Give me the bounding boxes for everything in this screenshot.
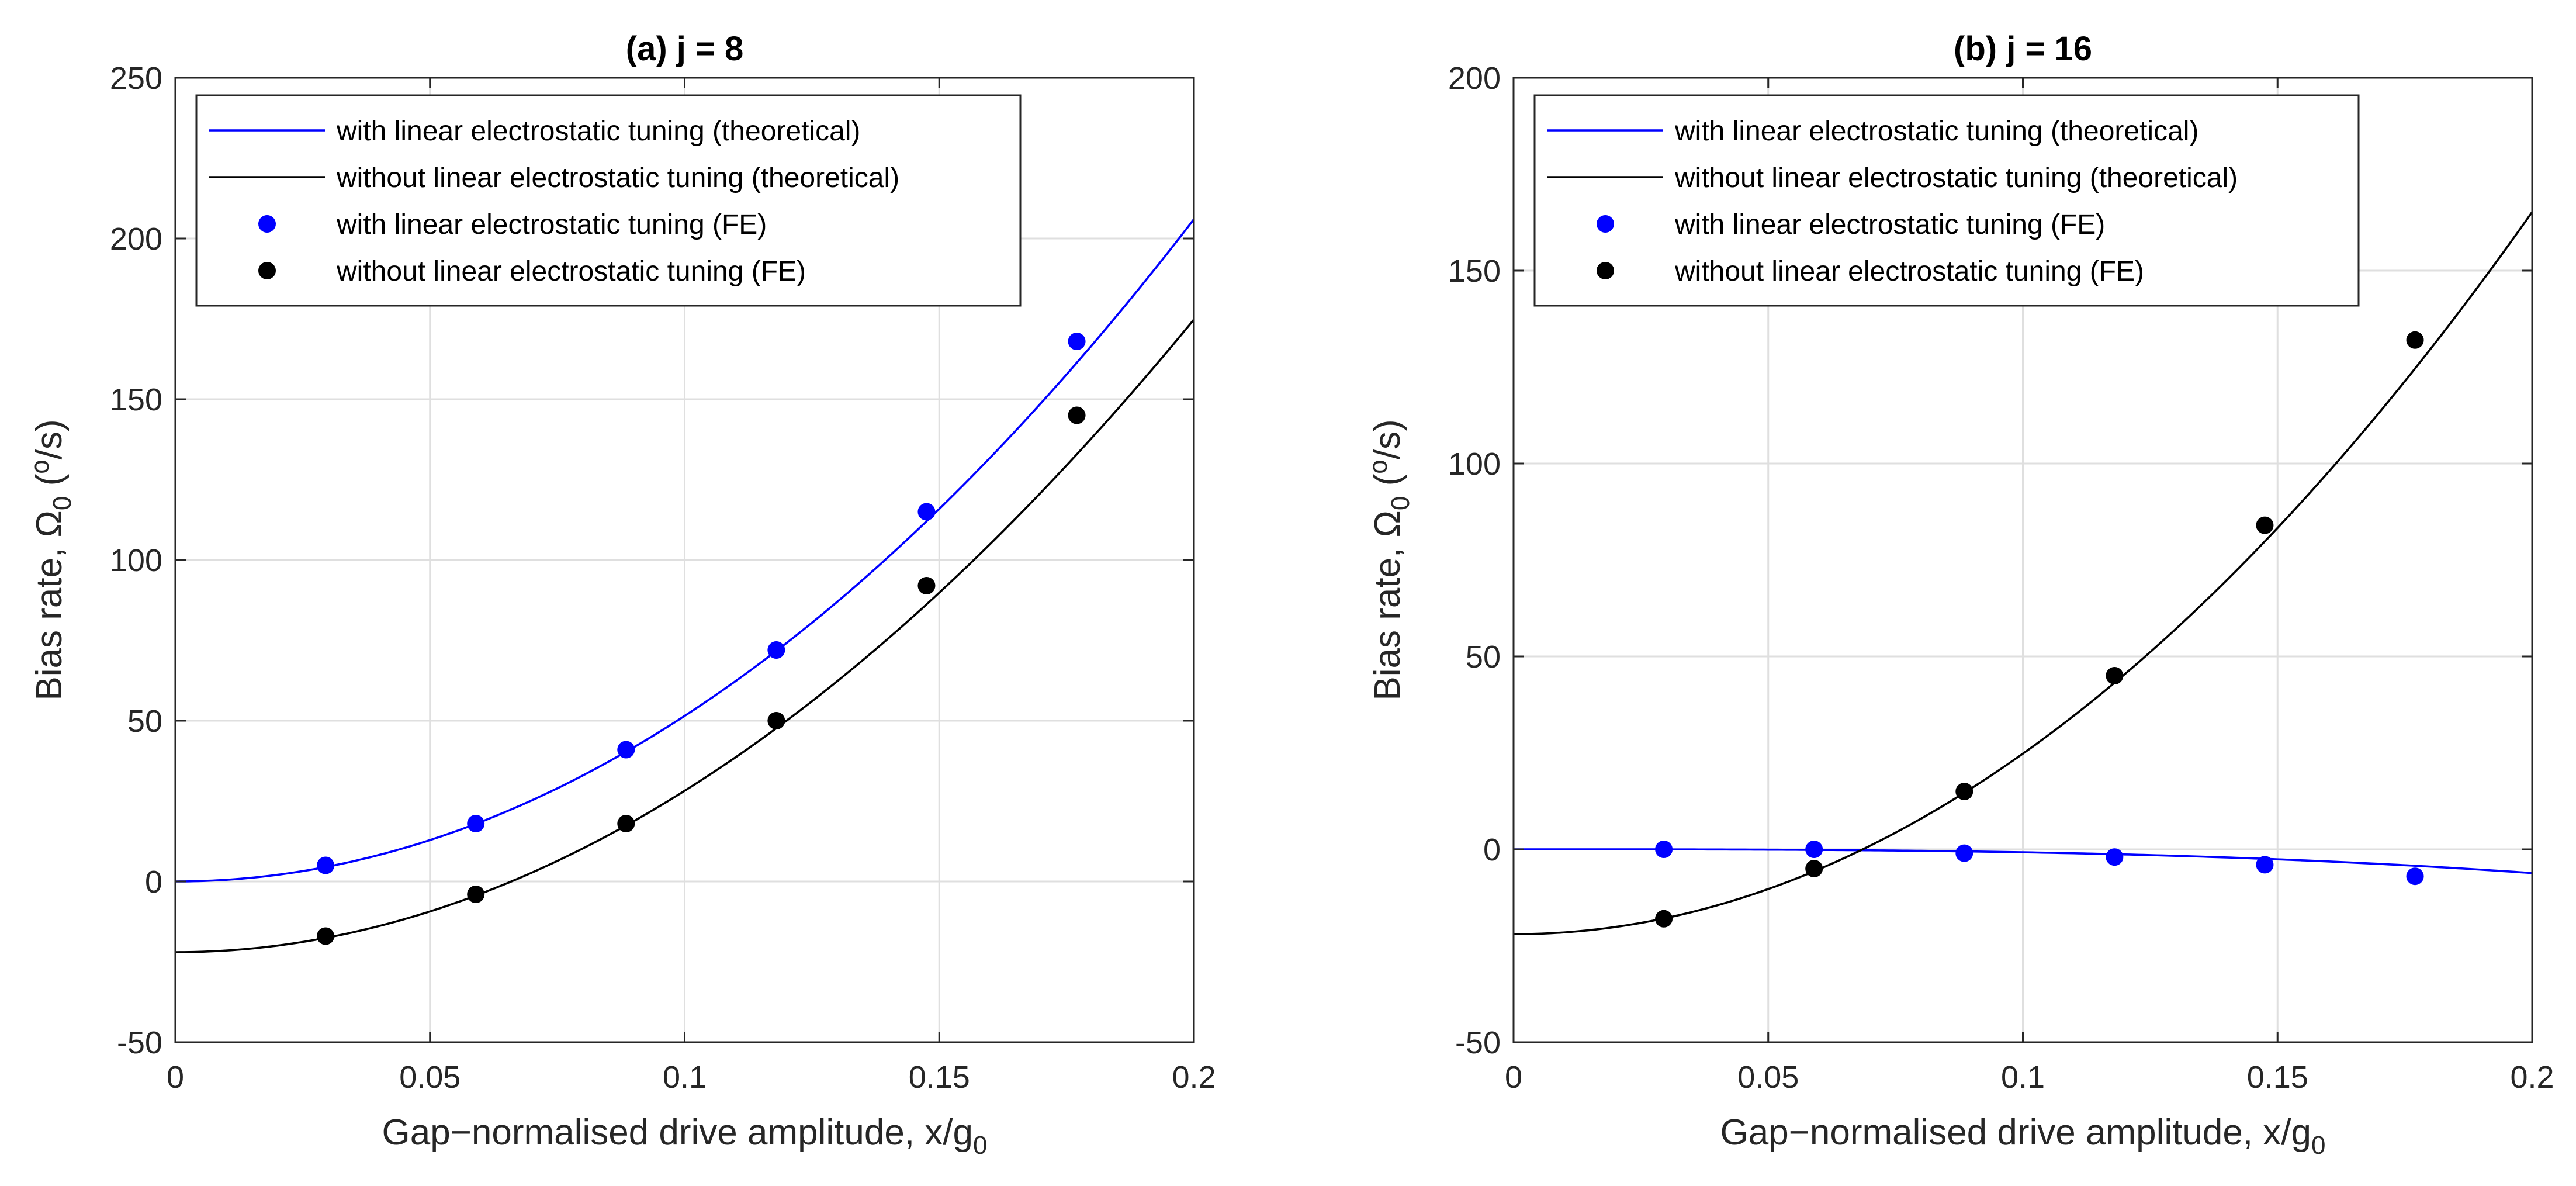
data-point (2406, 867, 2424, 886)
data-point (1805, 841, 1823, 858)
data-point (1955, 844, 1973, 862)
y-tick-label: -50 (117, 1025, 162, 1060)
x-axis-label: Gap−normalised drive amplitude, x/g0 (1720, 1112, 2326, 1160)
series-points-4 (1655, 331, 2424, 928)
y-tick-label: 50 (1466, 639, 1501, 675)
series-points-3 (317, 333, 1086, 874)
legend: with linear electrostatic tuning (theore… (1533, 94, 2360, 307)
grid (1514, 78, 2532, 1042)
y-axis-label: Bias rate, Ω0 (o/s) (1364, 419, 1415, 700)
data-point (767, 641, 785, 659)
legend-item-1: with linear electrostatic tuning (theore… (1547, 116, 2198, 147)
series-points-3 (1655, 841, 2424, 886)
series-line-2 (1514, 211, 2532, 935)
legend-marker-swatch (258, 262, 276, 279)
series-line-1 (175, 218, 1194, 883)
legend-label: without linear electrostatic tuning (the… (336, 162, 899, 193)
legend-item-4: without linear electrostatic tuning (FE) (258, 256, 806, 287)
legend-label: with linear electrostatic tuning (FE) (1674, 209, 2105, 240)
chart-title: (b) j = 16 (1954, 30, 2092, 68)
legend-item-4: without linear electrostatic tuning (FE) (1597, 256, 2144, 287)
legend-label: without linear electrostatic tuning (FE) (1674, 256, 2144, 287)
data-point (2406, 331, 2424, 349)
data-point (2106, 848, 2124, 866)
y-tick-label: 50 (127, 704, 162, 739)
x-tick-label: 0.1 (2001, 1060, 2045, 1095)
y-tick-label: 0 (1483, 832, 1501, 867)
x-tick-label: 0.05 (399, 1060, 461, 1095)
legend-label: without linear electrostatic tuning (FE) (336, 256, 806, 287)
y-tick-label: 200 (1448, 61, 1501, 96)
data-point (767, 712, 785, 729)
legend: with linear electrostatic tuning (theore… (195, 94, 1022, 307)
y-tick-label: 100 (1448, 447, 1501, 482)
x-tick-label: 0.1 (663, 1060, 707, 1095)
data-point (1955, 783, 1973, 800)
y-axis-label: Bias rate, Ω0 (o/s) (26, 419, 77, 700)
data-point (2256, 516, 2274, 534)
legend-box (1533, 94, 2360, 307)
legend-box (195, 94, 1022, 307)
data-point (917, 503, 936, 521)
legend-marker-swatch (1597, 215, 1614, 233)
chart-title: (a) j = 8 (626, 30, 743, 68)
legend-marker-swatch (1597, 262, 1614, 279)
legend-label: with linear electrostatic tuning (theore… (1674, 116, 2198, 147)
legend-marker-swatch (258, 215, 276, 233)
legend-label: with linear electrostatic tuning (FE) (336, 209, 767, 240)
y-tick-label: 0 (145, 865, 162, 900)
y-tick-label: 250 (110, 61, 162, 96)
data-point (467, 886, 485, 903)
data-point (317, 856, 335, 874)
data-point (1655, 841, 1673, 858)
x-tick-label: 0.2 (1172, 1060, 1216, 1095)
data-point (317, 927, 335, 945)
legend-item-3: with linear electrostatic tuning (FE) (258, 209, 767, 240)
data-point (917, 577, 936, 594)
series-line-1 (1514, 848, 2532, 874)
y-tick-label: 200 (110, 222, 162, 257)
y-tick-label: -50 (1455, 1025, 1501, 1060)
y-tick-label: 100 (110, 543, 162, 578)
series-points-4 (317, 406, 1086, 945)
x-tick-label: 0.15 (2247, 1060, 2308, 1095)
x-tick-label: 0.2 (2510, 1060, 2554, 1095)
legend-label: with linear electrostatic tuning (theore… (336, 116, 860, 147)
data-point (1068, 333, 1086, 350)
series-line-2 (175, 319, 1194, 953)
data-point (617, 815, 635, 832)
y-tick-label: 150 (1448, 254, 1501, 289)
data-point (467, 815, 485, 832)
legend-item-2: without linear electrostatic tuning (the… (1547, 162, 2238, 193)
x-tick-label: 0.15 (909, 1060, 970, 1095)
x-axis-label: Gap−normalised drive amplitude, x/g0 (382, 1112, 988, 1160)
data-point (1805, 860, 1823, 877)
x-tick-label: 0.05 (1737, 1060, 1799, 1095)
data-point (1655, 910, 1673, 928)
data-point (1068, 406, 1086, 424)
data-point (617, 741, 635, 759)
legend-item-3: with linear electrostatic tuning (FE) (1597, 209, 2105, 240)
x-tick-label: 0 (1505, 1060, 1522, 1095)
y-tick-label: 150 (110, 382, 162, 417)
legend-label: without linear electrostatic tuning (the… (1674, 162, 2238, 193)
data-point (2256, 856, 2274, 874)
legend-item-2: without linear electrostatic tuning (the… (209, 162, 899, 193)
x-tick-label: 0 (167, 1060, 184, 1095)
legend-item-1: with linear electrostatic tuning (theore… (209, 116, 860, 147)
data-point (2106, 667, 2124, 684)
